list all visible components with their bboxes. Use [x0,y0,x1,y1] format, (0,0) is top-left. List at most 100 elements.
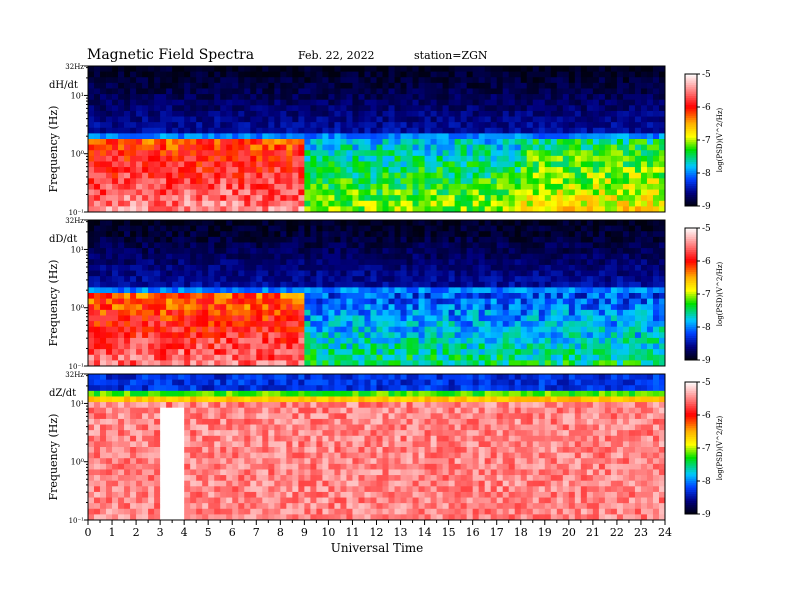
spectrogram-cell [436,298,444,305]
spectrogram-cell [292,195,299,202]
spectrogram-cell [412,88,419,95]
spectrogram-cell [124,264,131,271]
spectrogram-cell [208,127,215,134]
spectrogram-cell [190,281,197,288]
spectrogram-cell [448,248,456,255]
spectrogram-cell [304,71,311,78]
spectrogram-cell [544,332,552,339]
spectrogram-cell [292,281,299,288]
spectrogram-cell [514,298,522,305]
spectrogram-cell [550,332,558,339]
spectrogram-cell [250,116,257,123]
spectrogram-cell [484,161,492,168]
spectrogram-cell [412,139,419,146]
spectrogram-cell [274,287,281,294]
spectrogram-cell [328,183,335,190]
spectrogram-cell [106,349,113,356]
spectrogram-cell [526,144,534,151]
spectrogram-cell [580,309,588,316]
spectrogram-cell [370,99,377,106]
spectrogram-cell [652,105,660,112]
spectrogram-cell [112,172,119,179]
spectrogram-cell [598,200,606,207]
spectrogram-cell [232,189,239,196]
spectrogram-cell [592,248,600,255]
spectrogram-cell [574,337,582,344]
spectrogram-cell [574,172,582,179]
spectrogram-cell [436,242,444,249]
spectrogram-cell [502,77,510,84]
spectrogram-cell [652,77,660,84]
spectrogram-cell [184,349,191,356]
spectrogram-cell [526,225,534,232]
spectrogram-cell [298,88,305,95]
spectrogram-cell [532,332,540,339]
spectrogram-cell [244,321,251,328]
spectrogram-cell [262,343,269,350]
spectrogram-cell [196,248,203,255]
spectrogram-cell [136,189,143,196]
spectrogram-cell [490,309,498,316]
spectrogram-cell [538,270,546,277]
spectrogram-cell [328,231,335,238]
spectrogram-cell [292,77,299,84]
spectrogram-cell [604,332,612,339]
spectrogram-cell [148,231,155,238]
spectrogram-cell [382,77,389,84]
spectrogram-cell [568,315,576,322]
spectrogram-cell [532,304,540,311]
spectrogram-cell [520,231,528,238]
spectrogram-cell [190,326,197,333]
spectrogram-cell [460,139,468,146]
spectrogram-cell [454,71,462,78]
spectrogram-cell [370,161,377,168]
spectrogram-cell [328,309,335,316]
spectrogram-cell [412,321,419,328]
spectrogram-cell [592,167,600,174]
spectrogram-cell [490,259,498,266]
spectrogram-cell [322,343,329,350]
spectrogram-cell [424,127,431,134]
spectrogram-cell [226,172,233,179]
spectrogram-cell [316,71,323,78]
spectrogram-cell [592,178,600,185]
spectrogram-cell [622,321,630,328]
spectrogram-cell [136,99,143,106]
spectrogram-cell [136,309,143,316]
spectrogram-cell [316,281,323,288]
spectrogram-cell [652,66,660,73]
spectrogram-cell [304,167,311,174]
spectrogram-cell [616,178,624,185]
spectrogram-cell [184,259,191,266]
spectrogram-cell [352,200,359,207]
spectrogram-cell [268,326,275,333]
spectrogram-cell [244,309,251,316]
spectrogram-cell [532,122,540,129]
spectrogram-cell [124,298,131,305]
spectrogram-cell [298,94,305,101]
spectrogram-cell [262,206,269,213]
spectrogram-cell [142,161,149,168]
spectrogram-cell [94,225,101,232]
spectrogram-cell [508,110,516,117]
spectrogram-cell [100,172,107,179]
spectrogram-cell [298,116,305,123]
spectrogram-cell [562,94,570,101]
spectrogram-cell [178,287,185,294]
spectrogram-cell [592,82,600,89]
spectrogram-cell [604,127,612,134]
spectrogram-cell [172,321,179,328]
spectrogram-cell [484,139,492,146]
spectrogram-cell [268,264,275,271]
spectrogram-cell [334,270,341,277]
spectrogram-cell [538,105,546,112]
spectrogram-cell [538,220,546,227]
spectrogram-cell [130,195,137,202]
colorbar-swatch [685,195,697,198]
spectrogram-cell [592,281,600,288]
spectrogram-cell [172,183,179,190]
spectrogram-cell [622,122,630,129]
spectrogram-cell [598,349,606,356]
spectrogram-cell [292,248,299,255]
spectrogram-cell [334,264,341,271]
